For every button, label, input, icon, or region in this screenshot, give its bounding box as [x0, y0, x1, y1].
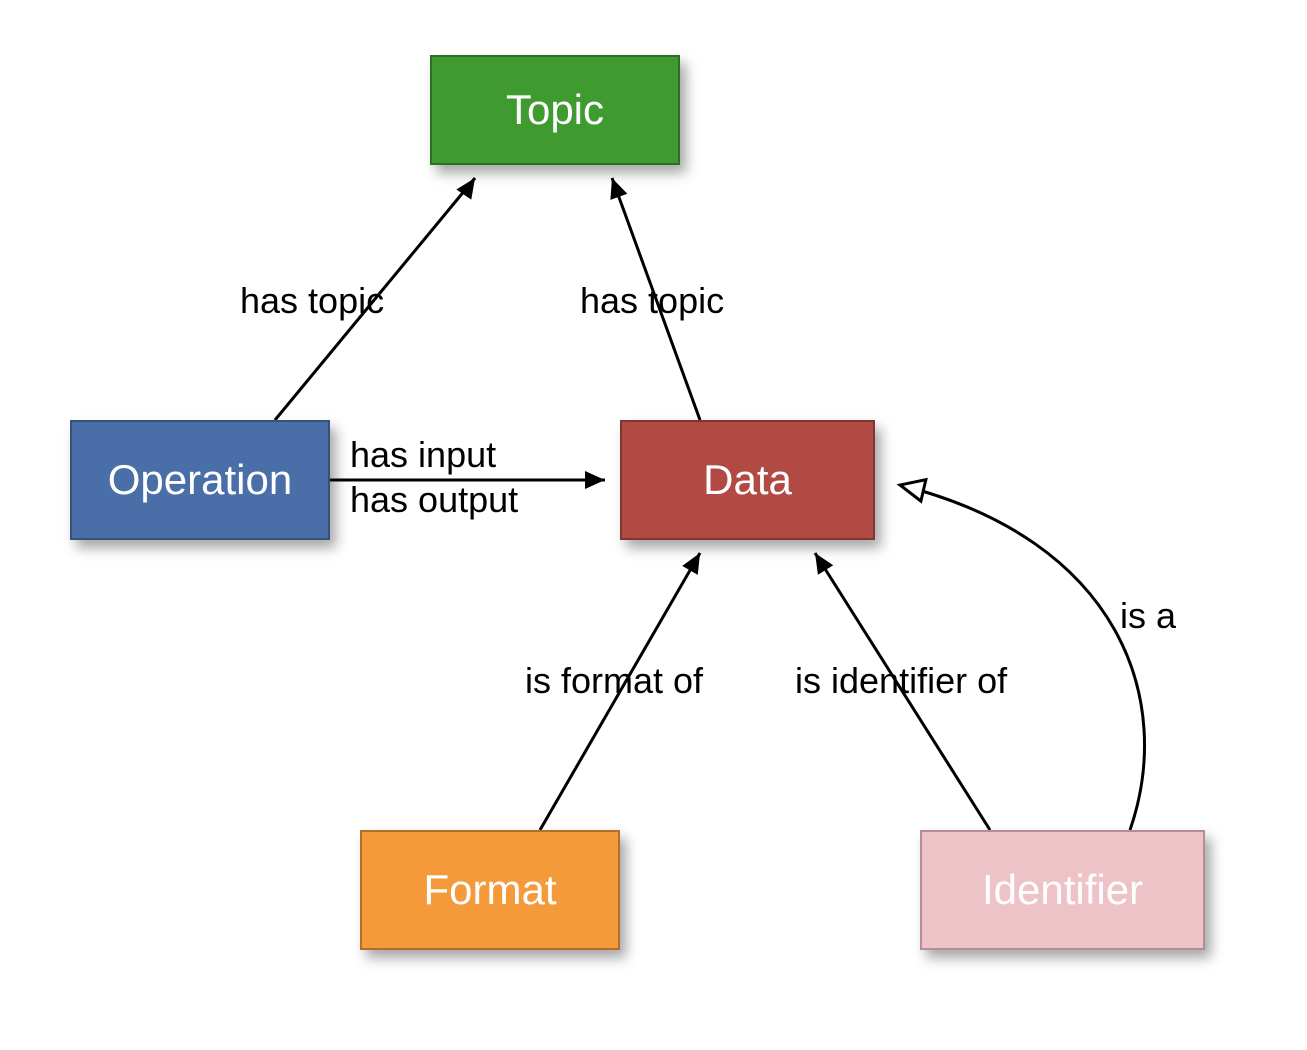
- edge-label-operation-data: has input has output: [350, 432, 518, 522]
- node-label: Data: [703, 456, 792, 504]
- edge-identifier-isa-data: [898, 474, 1145, 830]
- node-label: Identifier: [982, 866, 1143, 914]
- node-label: Topic: [506, 86, 604, 134]
- edge-label-format-data: is format of: [525, 660, 703, 702]
- node-identifier: Identifier: [920, 830, 1205, 950]
- node-operation: Operation: [70, 420, 330, 540]
- node-format: Format: [360, 830, 620, 950]
- node-data: Data: [620, 420, 875, 540]
- edge-label-identifier-data: is identifier of: [795, 660, 1007, 702]
- edge-label-data-topic: has topic: [580, 280, 724, 322]
- node-label: Format: [423, 866, 556, 914]
- edge-label-identifier-isa-data: is a: [1120, 595, 1176, 637]
- node-label: Operation: [108, 456, 292, 504]
- node-topic: Topic: [430, 55, 680, 165]
- edge-label-operation-topic: has topic: [240, 280, 384, 322]
- diagram-canvas: Topic Operation Data Format Identifier h…: [0, 0, 1307, 1050]
